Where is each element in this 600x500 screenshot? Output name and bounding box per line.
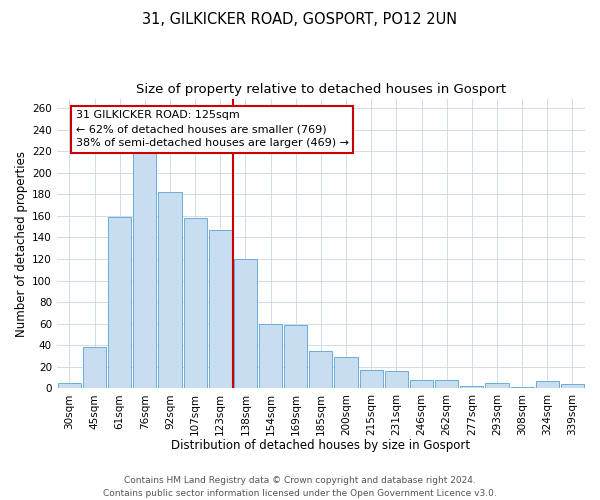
Bar <box>108 217 131 388</box>
Bar <box>133 154 157 388</box>
Title: Size of property relative to detached houses in Gosport: Size of property relative to detached ho… <box>136 82 506 96</box>
Bar <box>435 380 458 388</box>
Bar <box>284 324 307 388</box>
Bar <box>485 383 509 388</box>
Bar <box>234 259 257 388</box>
Bar <box>209 230 232 388</box>
Bar <box>460 386 484 388</box>
Bar <box>385 371 408 388</box>
Bar <box>410 380 433 388</box>
Y-axis label: Number of detached properties: Number of detached properties <box>15 151 28 337</box>
Bar <box>536 381 559 388</box>
Text: Contains HM Land Registry data © Crown copyright and database right 2024.
Contai: Contains HM Land Registry data © Crown c… <box>103 476 497 498</box>
Bar <box>359 370 383 388</box>
Bar <box>259 324 282 388</box>
X-axis label: Distribution of detached houses by size in Gosport: Distribution of detached houses by size … <box>172 440 470 452</box>
Text: 31, GILKICKER ROAD, GOSPORT, PO12 2UN: 31, GILKICKER ROAD, GOSPORT, PO12 2UN <box>142 12 458 28</box>
Text: 31 GILKICKER ROAD: 125sqm
← 62% of detached houses are smaller (769)
38% of semi: 31 GILKICKER ROAD: 125sqm ← 62% of detac… <box>76 110 349 148</box>
Bar <box>310 350 332 389</box>
Bar <box>561 384 584 388</box>
Bar <box>83 348 106 389</box>
Bar <box>184 218 206 388</box>
Bar <box>158 192 182 388</box>
Bar <box>334 357 358 388</box>
Bar <box>58 383 81 388</box>
